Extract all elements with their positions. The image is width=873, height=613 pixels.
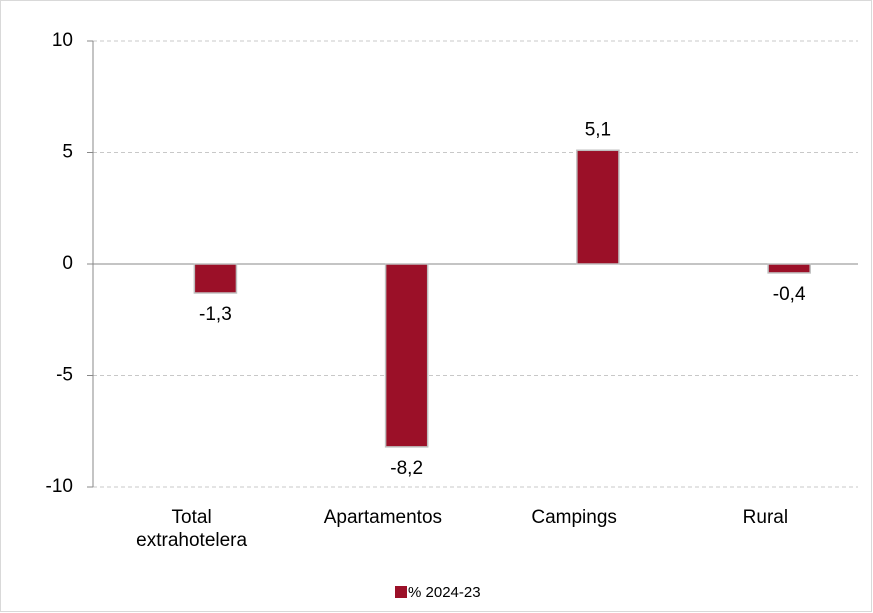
x-tick-label: Rural (742, 507, 789, 528)
x-tick-label: Total extrahotelera (136, 507, 248, 551)
bar (384, 263, 429, 448)
value-label: -8,2 (390, 458, 423, 479)
legend-label: % 2024-23 (408, 584, 481, 601)
value-label: 5,1 (585, 119, 611, 140)
bar (193, 263, 238, 294)
y-tick-label: 10 (52, 30, 73, 51)
bar (767, 263, 811, 274)
legend-swatch (395, 586, 407, 598)
value-label: -1,3 (199, 304, 232, 325)
x-tick-label: Campings (531, 507, 617, 528)
value-label: -0,4 (773, 284, 806, 305)
y-tick-label: 5 (62, 142, 73, 163)
x-tick-label: Apartamentos (323, 507, 443, 528)
y-tick-label: 0 (62, 253, 73, 274)
bar (576, 149, 620, 265)
y-tick-label: -5 (56, 365, 73, 386)
y-tick-label: -10 (46, 476, 73, 497)
